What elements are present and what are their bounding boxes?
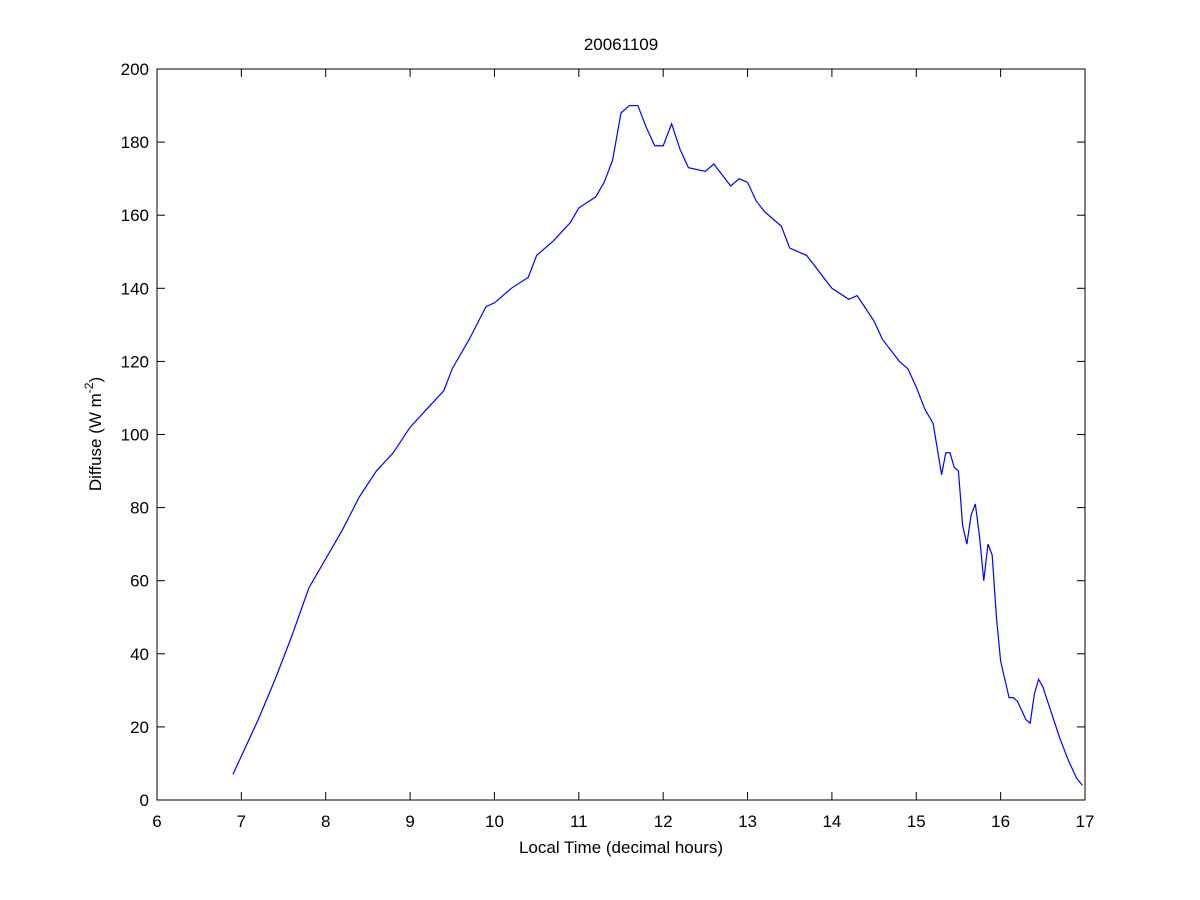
y-tick-label: 60 bbox=[130, 572, 149, 591]
y-label-text: Diffuse (W m bbox=[86, 393, 105, 491]
y-axis-label: Diffuse (W m-2) bbox=[82, 377, 105, 491]
y-tick-label: 140 bbox=[121, 279, 149, 298]
x-tick-label: 11 bbox=[570, 812, 588, 831]
y-tick-label: 180 bbox=[121, 133, 149, 152]
plot-box bbox=[156, 68, 1086, 801]
data-line bbox=[232, 104, 1083, 786]
x-tick-label: 14 bbox=[822, 812, 841, 831]
y-label-sup: -2 bbox=[82, 382, 96, 393]
x-axis-label: Local Time (decimal hours) bbox=[519, 838, 723, 857]
y-tick-label: 200 bbox=[121, 60, 149, 79]
y-tick-label: 80 bbox=[130, 499, 149, 518]
x-tick-label: 16 bbox=[991, 812, 1010, 831]
x-tick-label: 13 bbox=[738, 812, 757, 831]
x-tick-label: 7 bbox=[237, 812, 246, 831]
y-tick-label: 0 bbox=[140, 791, 149, 810]
chart-title: 20061109 bbox=[584, 35, 658, 54]
y-label-tail: ) bbox=[86, 377, 105, 383]
y-tick-label: 100 bbox=[121, 426, 149, 445]
x-tick-label: 12 bbox=[654, 812, 673, 831]
y-tick-label: 120 bbox=[121, 352, 149, 371]
y-tick-label: 160 bbox=[121, 206, 149, 225]
x-tick-label: 9 bbox=[405, 812, 414, 831]
x-tick-label: 10 bbox=[485, 812, 504, 831]
x-tick-label: 15 bbox=[907, 812, 926, 831]
y-tick-label: 40 bbox=[130, 645, 149, 664]
y-tick-label: 20 bbox=[130, 718, 149, 737]
x-tick-label: 8 bbox=[321, 812, 330, 831]
x-tick-label: 17 bbox=[1076, 812, 1095, 831]
x-tick-label: 6 bbox=[152, 812, 161, 831]
